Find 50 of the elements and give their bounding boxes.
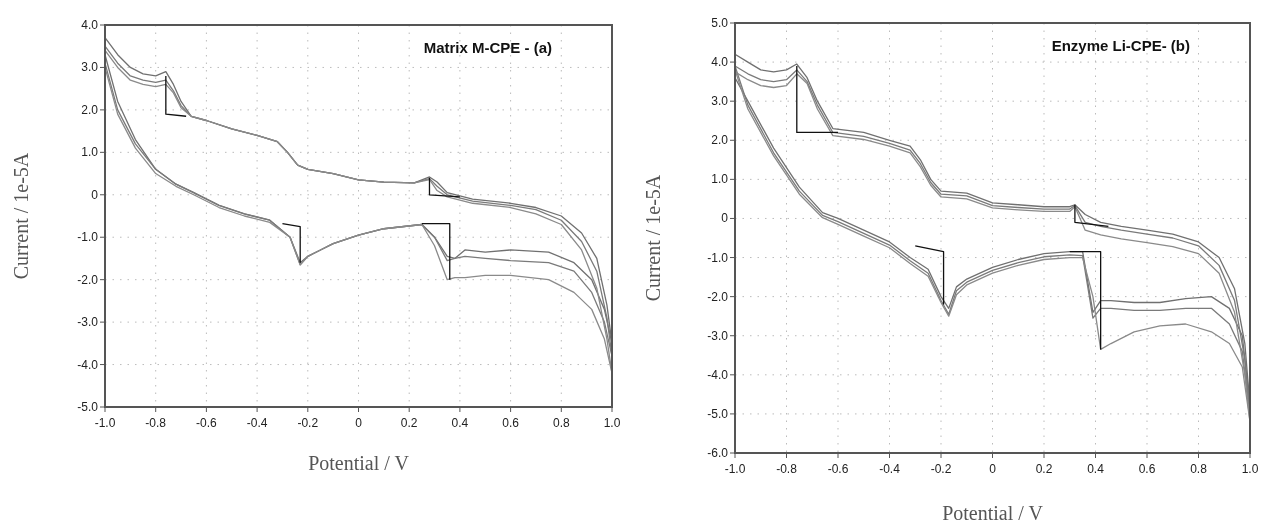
y-tick-label: 3.0 [711, 94, 729, 109]
x-axis-title: Potential / V [308, 452, 410, 474]
text: Enzyme Li-CPE- (b) [1051, 37, 1190, 54]
x-tick-label: -0.6 [827, 462, 849, 476]
text: Matrix M-CPE - (a) [423, 39, 552, 56]
x-tick-label: 0.8 [1190, 462, 1208, 476]
y-tick-label: -2.0 [77, 272, 99, 287]
x-tick-label: -1.0 [94, 416, 116, 430]
x-tick-label: 0.4 [451, 416, 469, 430]
y-tick-label: -4.0 [707, 367, 729, 382]
y-tick-label: -5.0 [77, 400, 99, 414]
x-tick-label: -0.2 [297, 416, 319, 430]
y-tick-label: 1.0 [81, 145, 99, 160]
x-tick-label: 0.2 [1035, 462, 1053, 476]
y-tick-label: -1.0 [707, 250, 729, 265]
y-tick-label: 1.0 [711, 172, 729, 187]
x-tick-label: 0 [355, 416, 363, 430]
y-axis-title: Current / 1e-5A [10, 152, 32, 280]
y-tick-label: 0 [721, 211, 729, 226]
x-tick-label: 0.6 [1138, 462, 1156, 476]
x-tick-label: -0.6 [196, 416, 218, 430]
y-tick-label: -1.0 [77, 230, 99, 245]
x-tick-label: 0 [989, 462, 997, 476]
x-tick-label: 0.6 [502, 416, 520, 430]
y-tick-label: 5.0 [711, 16, 729, 30]
y-tick-label: 2.0 [711, 133, 729, 148]
y-tick-label: 0 [91, 187, 99, 202]
x-tick-label: -0.4 [879, 462, 901, 476]
x-tick-label: 0.8 [552, 416, 570, 430]
y-tick-label: -3.0 [707, 328, 729, 343]
y-tick-label: -4.0 [77, 357, 99, 372]
x-tick-label: -0.2 [930, 462, 952, 476]
x-tick-label: 1.0 [1241, 462, 1259, 476]
x-axis-title: Potential / V [942, 502, 1044, 524]
y-tick-label: 2.0 [81, 102, 99, 117]
y-tick-label: 4.0 [711, 55, 729, 70]
x-tick-label: 0.4 [1087, 462, 1105, 476]
y-tick-label: 3.0 [81, 60, 99, 75]
y-tick-label: 4.0 [81, 18, 99, 32]
x-tick-label: 0.2 [400, 416, 418, 430]
x-tick-label: 1.0 [603, 416, 621, 430]
x-tick-label: -0.8 [145, 416, 167, 430]
y-axis-title: Current / 1e-5A [642, 174, 664, 302]
y-tick-label: -3.0 [77, 315, 99, 330]
y-tick-label: -6.0 [707, 446, 729, 460]
x-tick-label: -1.0 [724, 462, 746, 476]
x-tick-label: -0.4 [246, 416, 268, 430]
y-tick-label: -2.0 [707, 289, 729, 304]
y-tick-label: -5.0 [707, 406, 729, 421]
x-tick-label: -0.8 [776, 462, 798, 476]
